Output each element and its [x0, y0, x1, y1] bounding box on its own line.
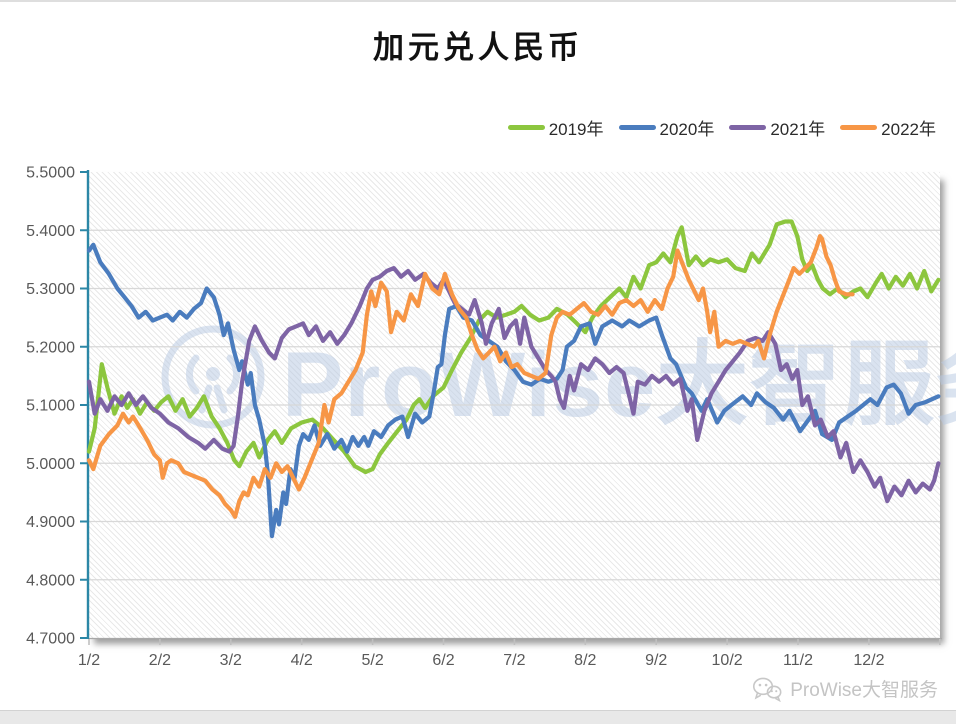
x-tick-label: 2/2	[149, 652, 171, 669]
legend-swatch	[840, 125, 878, 130]
x-tick-label: 5/2	[361, 652, 383, 669]
legend-item-2020年: 2020年	[618, 115, 715, 140]
y-tick-label: 5.4000	[26, 223, 75, 240]
y-tick-label: 4.9000	[26, 514, 75, 531]
x-tick-label: 10/2	[712, 652, 743, 669]
y-tick-label: 5.3000	[26, 281, 75, 298]
y-tick-label: 5.0000	[26, 456, 75, 473]
x-tick-label: 6/2	[432, 652, 454, 669]
series-line-2021年	[86, 266, 941, 504]
legend-label: 2020年	[659, 120, 715, 139]
x-tick-label: 11/2	[783, 652, 813, 669]
x-tick-label: 9/2	[645, 652, 667, 669]
brand-footer-text: ProWise大智服务	[790, 680, 938, 701]
y-tick-label: 5.1000	[26, 398, 75, 415]
legend-item-2022年: 2022年	[840, 115, 936, 140]
x-tick-label: 1/2	[78, 652, 100, 669]
x-tick-label: 3/2	[220, 652, 242, 669]
series-line-2022年	[86, 234, 855, 519]
chart-legend: 2019年 2020年 2021年 2022年	[507, 115, 936, 140]
y-tick-label: 5.5000	[26, 165, 75, 182]
chart-title: 加元兑人民币	[373, 30, 583, 65]
legend-swatch	[507, 125, 545, 130]
bottom-strip	[0, 710, 956, 724]
y-tick-label: 5.2000	[26, 339, 75, 356]
brand-footer: ProWise大智服务	[752, 675, 938, 702]
legend-label: 2021年	[770, 120, 826, 139]
x-tick-label: 8/2	[574, 652, 596, 669]
legend-item-2019年: 2019年	[507, 115, 604, 140]
x-tick-label: 7/2	[503, 652, 525, 669]
legend-swatch	[729, 125, 767, 130]
x-tick-label: 12/2	[853, 652, 884, 669]
wechat-icon	[753, 677, 782, 702]
y-tick-label: 4.8000	[26, 572, 75, 589]
x-tick-label: 4/2	[291, 652, 313, 669]
y-tick-label: 4.7000	[26, 631, 75, 648]
legend-item-2021年: 2021年	[729, 115, 825, 140]
legend-label: 2019年	[548, 120, 604, 139]
series-line-2020年	[86, 242, 941, 539]
series-line-2019年	[86, 219, 941, 475]
legend-swatch	[618, 125, 656, 130]
legend-label: 2022年	[881, 120, 936, 139]
